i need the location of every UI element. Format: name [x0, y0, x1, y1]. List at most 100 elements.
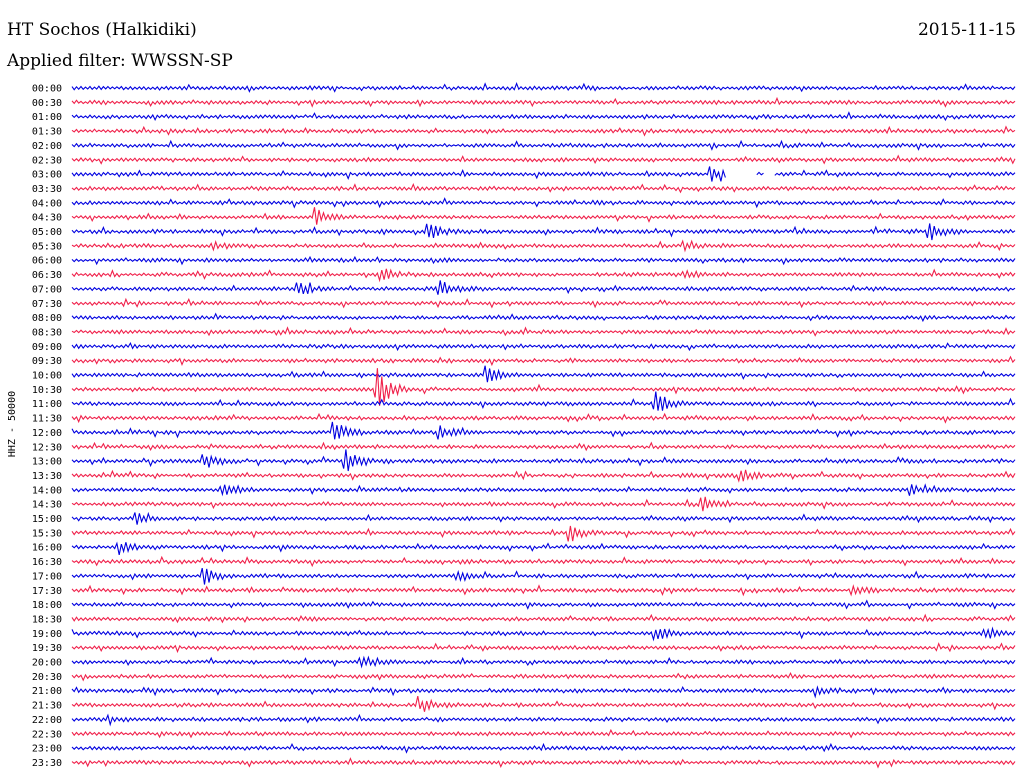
- trace-time-label: 00:30: [32, 98, 62, 109]
- trace-time-label: 01:00: [32, 112, 62, 123]
- seismic-trace: [71, 297, 1016, 309]
- seismic-trace: [71, 365, 1016, 383]
- trace-time-label: 15:00: [32, 514, 62, 525]
- seismic-trace: [71, 671, 1016, 682]
- seismic-trace: [71, 441, 1016, 452]
- trace-time-label: 19:00: [32, 629, 62, 640]
- trace-time-label: 09:00: [32, 342, 62, 353]
- seismic-trace: [71, 391, 1016, 411]
- seismic-trace: [71, 742, 1016, 754]
- trace-time-label: 23:30: [32, 758, 62, 769]
- trace-time-label: 10:30: [32, 385, 62, 396]
- seismic-trace: [71, 626, 1016, 642]
- trace-time-label: 09:30: [32, 356, 62, 367]
- trace-time-label: 07:30: [32, 299, 62, 310]
- trace-time-label: 12:00: [32, 428, 62, 439]
- seismic-trace: [71, 541, 1016, 556]
- trace-time-label: 20:00: [32, 658, 62, 669]
- seismic-trace: [71, 584, 1016, 597]
- seismic-trace: [71, 728, 1016, 739]
- seismic-trace: [71, 111, 1016, 122]
- seismic-trace: [71, 713, 1016, 727]
- seismic-trace: [71, 341, 1016, 352]
- time-label-group: 00:00 00:30 01:00 01:30 02:00 02:30 03:00 03:30…: [32, 84, 62, 769]
- date-label: 2015-11-15: [917, 20, 1016, 40]
- trace-time-label: 14:00: [32, 485, 62, 496]
- trace-time-label: 01:30: [32, 127, 62, 138]
- trace-time-label: 08:30: [32, 327, 62, 338]
- trace-time-label: 03:00: [32, 170, 62, 181]
- seismic-trace: [71, 154, 1016, 165]
- trace-time-label: 02:30: [32, 155, 62, 166]
- trace-time-label: 11:00: [32, 399, 62, 410]
- trace-time-label: 06:30: [32, 270, 62, 281]
- trace-time-label: 02:00: [32, 141, 62, 152]
- trace-time-label: 21:00: [32, 686, 62, 697]
- trace-time-label: 08:00: [32, 313, 62, 324]
- seismic-trace: [71, 268, 1016, 283]
- seismic-trace: [71, 496, 1016, 512]
- trace-time-label: 00:00: [32, 84, 62, 95]
- seismic-trace: [71, 599, 1016, 610]
- seismic-trace: [71, 757, 1016, 769]
- seismic-trace: [71, 449, 1016, 472]
- trace-time-label: 05:30: [32, 241, 62, 252]
- seismic-trace: [71, 421, 1016, 440]
- trace-time-label: 04:30: [32, 213, 62, 224]
- seismic-trace: [71, 469, 1016, 483]
- seismic-trace: [71, 239, 1016, 253]
- seismic-trace: [71, 525, 1016, 542]
- seismic-trace: [71, 685, 1016, 699]
- seismic-trace: [71, 96, 1016, 108]
- trace-group: [71, 81, 1016, 769]
- seismic-trace: [71, 355, 1016, 367]
- trace-time-label: 13:00: [32, 457, 62, 468]
- seismic-trace: [71, 125, 1016, 137]
- seismic-trace: [71, 613, 1016, 624]
- seismic-trace: [71, 280, 1016, 295]
- trace-time-label: 10:00: [32, 371, 62, 382]
- trace-time-label: 17:00: [32, 571, 62, 582]
- trace-time-label: 07:00: [32, 284, 62, 295]
- seismic-trace: [71, 511, 1016, 525]
- trace-time-label: 16:30: [32, 557, 62, 568]
- seismic-trace: [71, 642, 1016, 654]
- trace-time-label: 22:00: [32, 715, 62, 726]
- seismic-trace: [71, 368, 1016, 406]
- seismic-trace: [71, 326, 1016, 337]
- seismic-trace: [71, 555, 1016, 568]
- seismic-trace: [71, 182, 1016, 194]
- trace-time-label: 05:00: [32, 227, 62, 238]
- trace-time-label: 18:30: [32, 614, 62, 625]
- trace-time-label: 03:30: [32, 184, 62, 195]
- trace-time-label: 13:30: [32, 471, 62, 482]
- seismic-trace: [71, 139, 1016, 151]
- trace-time-label: 06:00: [32, 256, 62, 267]
- seismic-trace: [71, 655, 1016, 669]
- station-title: HT Sochos (Halkidiki): [7, 20, 197, 40]
- trace-time-label: 20:30: [32, 672, 62, 683]
- seismic-trace: [71, 81, 1016, 93]
- trace-time-label: 15:30: [32, 528, 62, 539]
- seismic-trace: [71, 166, 1016, 182]
- seismic-trace: [71, 255, 1016, 266]
- seismic-trace: [71, 567, 1016, 585]
- seismic-trace: [71, 223, 1016, 241]
- trace-time-label: 17:30: [32, 586, 62, 597]
- trace-time-label: 04:00: [32, 198, 62, 209]
- trace-time-label: 22:30: [32, 729, 62, 740]
- seismic-trace: [71, 207, 1016, 225]
- filter-label: Applied filter: WWSSN-SP: [7, 51, 233, 71]
- trace-time-label: 21:30: [32, 701, 62, 712]
- trace-time-label: 16:00: [32, 543, 62, 554]
- seismic-trace: [71, 197, 1016, 209]
- trace-time-label: 19:30: [32, 643, 62, 654]
- trace-time-label: 12:30: [32, 442, 62, 453]
- seismic-trace: [71, 412, 1016, 424]
- trace-time-label: 23:00: [32, 744, 62, 755]
- seismic-trace: [71, 695, 1016, 712]
- y-axis-label: HHZ - 50000: [7, 391, 18, 457]
- seismic-trace: [71, 312, 1016, 323]
- trace-time-label: 11:30: [32, 414, 62, 425]
